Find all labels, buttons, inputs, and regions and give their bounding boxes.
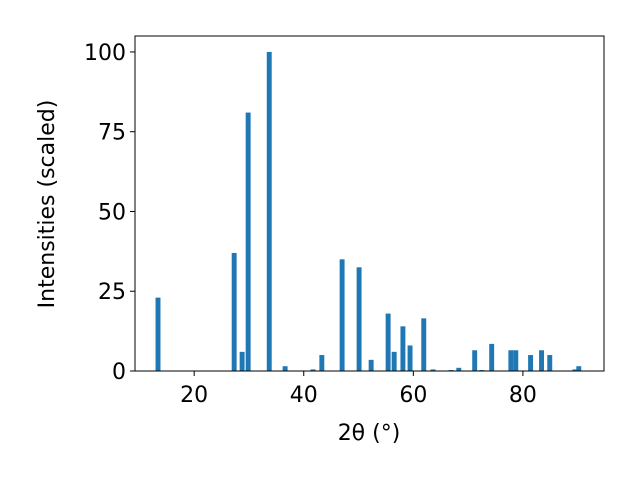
bar — [576, 366, 582, 371]
y-tick-label: 75 — [98, 121, 126, 146]
bar — [356, 267, 362, 371]
bar — [572, 369, 578, 371]
bar — [385, 313, 391, 371]
bar — [407, 345, 413, 371]
bar — [391, 351, 397, 371]
bar — [310, 369, 316, 371]
y-tick-label: 100 — [84, 41, 126, 66]
bar — [266, 51, 272, 371]
bar — [513, 350, 519, 371]
bar — [231, 252, 237, 371]
bar — [489, 343, 495, 371]
bar — [400, 326, 406, 371]
bar — [421, 318, 427, 371]
bar — [456, 367, 462, 371]
x-axis-label: 2θ (°) — [338, 421, 401, 446]
x-tick-label: 40 — [290, 383, 318, 408]
y-tick-label: 25 — [98, 280, 126, 305]
bar — [539, 350, 545, 371]
bar — [528, 355, 534, 371]
bar — [319, 355, 325, 371]
x-tick-label: 60 — [399, 383, 427, 408]
bar — [239, 351, 245, 371]
bar — [245, 112, 251, 372]
bar — [339, 259, 345, 371]
bar — [282, 366, 288, 371]
x-tick-label: 80 — [509, 383, 537, 408]
plot-frame — [134, 35, 605, 372]
y-tick-label: 0 — [112, 360, 126, 385]
bar — [368, 359, 374, 371]
bar — [472, 350, 478, 371]
x-tick-label: 20 — [180, 383, 208, 408]
bar — [508, 350, 514, 371]
bar — [155, 297, 161, 371]
y-axis-label: Intensities (scaled) — [35, 100, 60, 309]
y-tick-label: 50 — [98, 200, 126, 225]
bar — [430, 369, 436, 371]
bar — [547, 355, 553, 371]
